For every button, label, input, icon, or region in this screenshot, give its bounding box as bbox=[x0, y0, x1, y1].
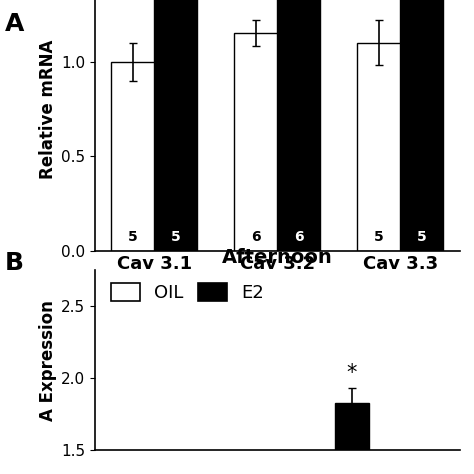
Bar bbox=[277, 0, 320, 251]
Text: 6: 6 bbox=[251, 229, 261, 244]
Title: Afternoon: Afternoon bbox=[222, 248, 333, 267]
Bar bbox=[111, 62, 155, 251]
Legend: OIL, E2: OIL, E2 bbox=[111, 283, 264, 302]
Bar bbox=[335, 403, 368, 450]
Text: B: B bbox=[5, 251, 24, 275]
Text: 6: 6 bbox=[294, 229, 304, 244]
Text: 5: 5 bbox=[417, 229, 427, 244]
Y-axis label: Relative mRNA: Relative mRNA bbox=[39, 39, 57, 179]
Text: 5: 5 bbox=[128, 229, 138, 244]
Text: *: * bbox=[346, 363, 357, 383]
Bar bbox=[357, 43, 400, 251]
Text: A: A bbox=[5, 12, 24, 36]
Text: 5: 5 bbox=[374, 229, 383, 244]
Bar bbox=[234, 33, 277, 251]
Text: 5: 5 bbox=[171, 229, 181, 244]
Y-axis label: A Expression: A Expression bbox=[39, 300, 57, 421]
Bar bbox=[155, 0, 197, 251]
Bar bbox=[400, 0, 443, 251]
